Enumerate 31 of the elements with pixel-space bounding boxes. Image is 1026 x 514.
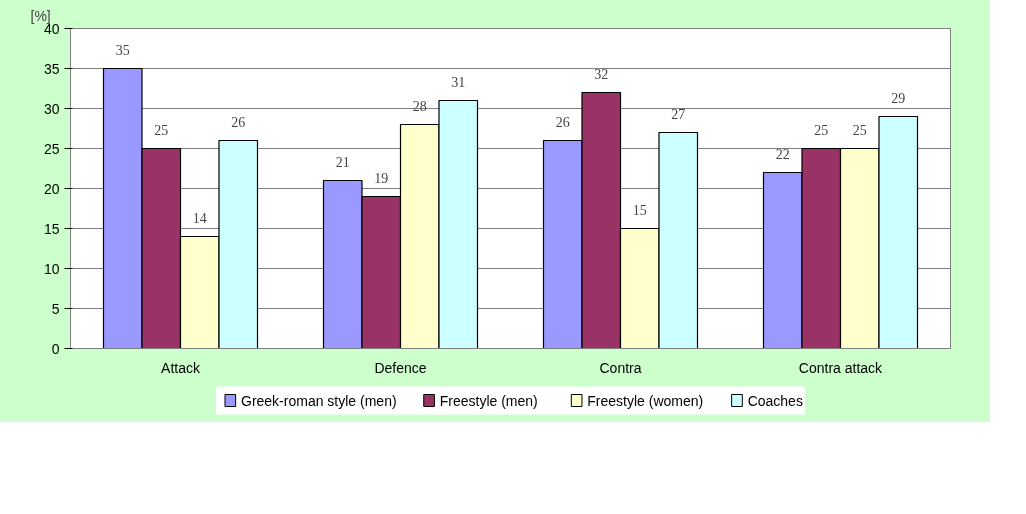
y-tick-label: 25 bbox=[43, 140, 60, 157]
y-tick-label: 10 bbox=[43, 260, 60, 277]
x-tick-label: Contra bbox=[599, 359, 642, 376]
y-tick-label: 0 bbox=[51, 340, 60, 357]
data-label: 29 bbox=[891, 90, 906, 106]
data-label: 26 bbox=[231, 114, 246, 130]
data-label: 26 bbox=[555, 114, 570, 130]
x-tick-label: Contra attack bbox=[798, 359, 884, 376]
legend-label: Coaches bbox=[747, 392, 803, 409]
data-label: 25 bbox=[154, 122, 169, 138]
x-tick-label: Defence bbox=[374, 359, 427, 376]
data-label: 22 bbox=[775, 146, 790, 162]
y-tick-label: 30 bbox=[43, 100, 60, 117]
data-label: 15 bbox=[632, 202, 647, 218]
y-tick-label: 20 bbox=[43, 180, 60, 197]
data-label: 27 bbox=[671, 106, 686, 122]
data-label: 19 bbox=[374, 170, 389, 186]
legend-label: Freestyle (women) bbox=[587, 392, 704, 409]
legend-label: Greek-roman style (men) bbox=[240, 392, 397, 409]
data-label: 21 bbox=[335, 154, 350, 170]
data-label: 25 bbox=[814, 122, 829, 138]
data-label: 14 bbox=[192, 210, 207, 226]
data-label: 25 bbox=[852, 122, 867, 138]
y-tick-label: 15 bbox=[43, 220, 60, 237]
legend-label: Freestyle (men) bbox=[439, 392, 538, 409]
y-tick-label: 35 bbox=[43, 60, 60, 77]
y-tick-label: 5 bbox=[51, 300, 60, 317]
x-tick-label: Attack bbox=[161, 359, 201, 376]
data-label: 35 bbox=[115, 42, 130, 58]
data-label: 31 bbox=[451, 74, 466, 90]
data-label: 32 bbox=[594, 66, 609, 82]
